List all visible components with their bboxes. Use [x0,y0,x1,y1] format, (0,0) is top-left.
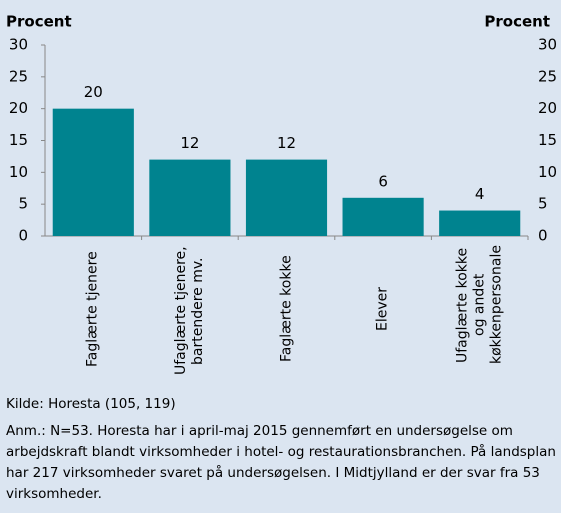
y-axis-label: Procent [6,13,72,31]
y-tick-label: 5 [18,195,28,213]
data-label: 12 [180,134,199,152]
bar [245,159,328,236]
y-tick-label: 20 [9,99,28,117]
x-tick-label: Faglærte tjenere [84,251,101,367]
x-tick-label: Faglærte kokke [278,255,294,363]
y2-tick-label: 5 [538,195,548,213]
y-tick-label: 15 [9,131,28,149]
data-label: 12 [277,134,296,152]
y2-axis-label: Procent [484,13,550,31]
bar [439,210,521,236]
data-label: 20 [84,83,103,101]
y2-tick-label: 0 [538,227,548,245]
data-label: 4 [475,185,485,203]
chart: Procent Procent 0 5 10 15 20 25 30 0 5 10 15 20 25 30… [6,13,557,245]
bar [52,108,134,236]
y-tick-label: 0 [18,227,28,245]
y2-tick-label: 25 [538,67,557,85]
y2-tick-label: 20 [538,99,557,117]
x-tick-label: Ufaglærte tjenere, bartendere mv. [172,246,206,376]
bar [149,159,231,236]
y2-tick-label: 30 [538,36,557,54]
y2-tick-label: 15 [538,131,557,149]
x-tick-label: Elever [374,287,391,332]
note: Anm.: N=53. Horesta har i april-maj 2015… [6,423,556,502]
y-tick-label: 30 [9,36,28,54]
y-tick-label: 10 [9,163,28,181]
data-label: 6 [378,172,388,190]
source: Kilde: Horesta (105, 119) [6,396,176,412]
y-tick-label: 25 [9,67,28,85]
y2-tick-label: 10 [538,163,557,181]
x-tick-label: Ufaglærte kokke og andet køkkenpersonale [454,245,505,365]
bar [342,197,424,236]
